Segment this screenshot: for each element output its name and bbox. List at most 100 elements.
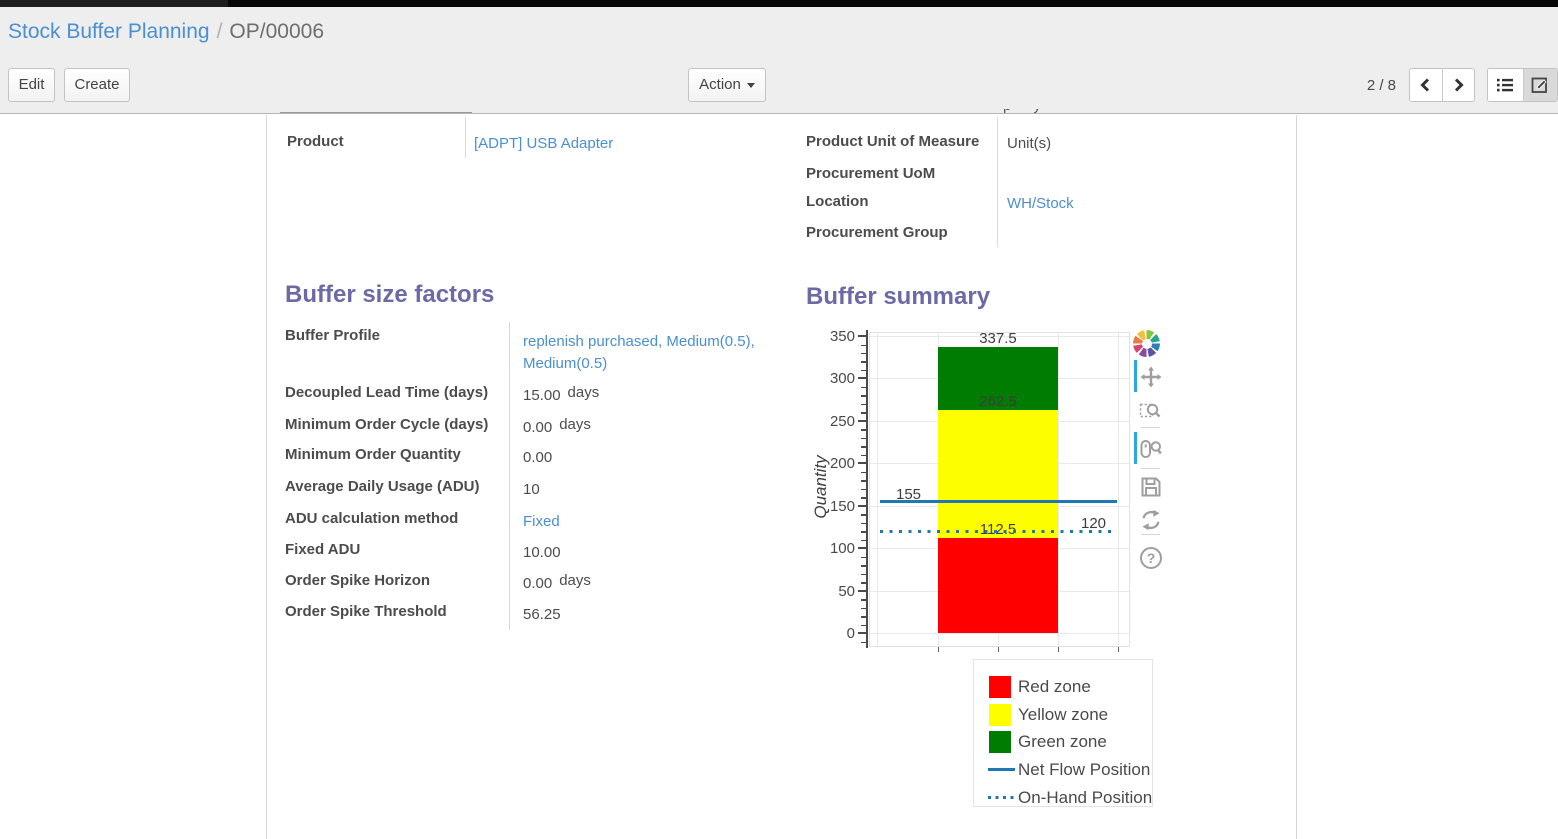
y-major-tick xyxy=(858,462,867,465)
clipped-text-fragment: p y xyxy=(1003,109,1063,114)
breadcrumb-current: OP/00006 xyxy=(229,20,324,43)
control-panel: Stock Buffer Planning / OP/00006 Edit Crea… xyxy=(0,7,1558,114)
action-label: Action xyxy=(699,76,741,93)
pan-tool-icon[interactable] xyxy=(1138,364,1164,390)
legend-line-sample xyxy=(988,768,1015,772)
field-value-buffer-profile[interactable]: replenish purchased, Medium(0.5), Medium… xyxy=(523,333,755,372)
y-minor-tick xyxy=(861,522,867,525)
field-value-location[interactable]: WH/Stock xyxy=(1007,195,1074,212)
y-minor-tick xyxy=(861,471,867,474)
section-title-buffer-summary: Buffer summary xyxy=(806,283,991,310)
legend-item-net-flow-position: Net Flow Position xyxy=(974,759,1152,781)
breadcrumb-parent-link[interactable]: Stock Buffer Planning xyxy=(8,20,210,43)
pager-next-button[interactable] xyxy=(1441,69,1474,101)
plot-frame xyxy=(869,332,1130,647)
field-unit-order-spike-horizon: days xyxy=(559,572,591,589)
y-minor-tick xyxy=(861,565,867,567)
yellow-zone-bar xyxy=(938,410,1058,538)
field-value-minimum-order-quantity: 0.00 xyxy=(523,449,553,466)
y-minor-tick xyxy=(861,641,867,644)
left-group-separator xyxy=(465,117,466,158)
field-value-average-daily-usage-adu-: 10 xyxy=(523,481,540,498)
y-minor-tick xyxy=(861,480,867,482)
right-group-separator xyxy=(997,117,998,247)
y-minor-tick xyxy=(861,386,867,389)
field-label-location: Location xyxy=(806,193,869,210)
red-zone-bar xyxy=(938,537,1058,634)
h-gridline xyxy=(870,633,1129,635)
y-tick-label: 250 xyxy=(829,412,855,430)
zone-boundary-label: 262.5 xyxy=(979,393,1017,411)
field-value-product[interactable]: [ADPT] USB Adapter xyxy=(474,135,614,152)
field-value-adu-calculation-method[interactable]: Fixed xyxy=(523,513,560,530)
field-label-procurement-uom: Procurement UoM xyxy=(806,165,936,182)
green-zone-bar xyxy=(938,346,1058,411)
form-view-icon xyxy=(1531,77,1548,93)
view-switcher xyxy=(1487,68,1558,102)
toolbar-divider xyxy=(1141,427,1160,428)
field-label-buffer-profile: Buffer Profile xyxy=(285,327,381,344)
net-flow-position-line xyxy=(880,500,1117,504)
y-minor-tick xyxy=(861,446,867,448)
pager-previous-button[interactable] xyxy=(1410,69,1442,101)
pan-tool-active-indicator xyxy=(1134,360,1137,392)
field-label-adu-calculation-method: ADU calculation method xyxy=(285,510,459,527)
svg-text:?: ? xyxy=(1147,550,1156,566)
field-value-decoupled-lead-time-days-: 15.00 days xyxy=(523,384,600,404)
chart-legend: Red zone Yellow zone Green zone Net Flow Po… xyxy=(973,659,1153,807)
y-major-tick xyxy=(858,589,867,592)
field-unit-decoupled-lead-time-days-: days xyxy=(567,384,600,401)
y-minor-tick xyxy=(861,429,867,431)
help-tool-icon[interactable]: ? xyxy=(1138,545,1164,571)
box-zoom-tool-icon[interactable] xyxy=(1138,398,1164,424)
y-tick-label: 300 xyxy=(829,370,855,388)
breadcrumb: Stock Buffer Planning / OP/00006 xyxy=(8,20,324,44)
save-tool-icon[interactable] xyxy=(1138,474,1164,500)
chevron-left-icon xyxy=(1420,78,1430,92)
field-label-product-unit-of-measure: Product Unit of Measure xyxy=(806,133,980,150)
on-hand-position-line xyxy=(880,529,1117,533)
edit-button[interactable]: Edit xyxy=(8,68,55,102)
x-tick xyxy=(998,647,999,652)
legend-item-red-zone: Red zone xyxy=(974,676,1152,698)
y-major-tick xyxy=(858,504,867,507)
legend-item-on-hand-position: On-Hand Position xyxy=(974,787,1152,809)
y-minor-tick xyxy=(861,607,867,610)
create-button[interactable]: Create xyxy=(64,68,130,102)
top-menu-bar-segment xyxy=(0,0,228,7)
section-title-buffer-size-factors: Buffer size factors xyxy=(285,281,495,308)
y-minor-tick xyxy=(861,437,867,440)
field-label-minimum-order-quantity: Minimum Order Quantity xyxy=(285,446,461,463)
wheel-zoom-tool-icon[interactable] xyxy=(1138,436,1164,462)
y-minor-tick xyxy=(861,369,867,372)
action-dropdown-button[interactable]: Action xyxy=(688,68,766,102)
legend-label: Net Flow Position xyxy=(1018,760,1151,780)
y-minor-tick xyxy=(861,352,867,355)
field-label-order-spike-threshold: Order Spike Threshold xyxy=(285,603,447,620)
y-major-tick xyxy=(858,377,867,380)
list-view-button[interactable] xyxy=(1488,69,1523,101)
v-gridline xyxy=(877,333,878,646)
bokeh-logo-icon[interactable] xyxy=(1133,330,1160,357)
field-label-decoupled-lead-time-days-: Decoupled Lead Time (days) xyxy=(285,384,489,401)
legend-swatch xyxy=(989,731,1011,754)
legend-label: Green zone xyxy=(1018,732,1107,752)
field-label-product: Product xyxy=(287,133,344,150)
pager-count: 2 / 8 xyxy=(1366,77,1396,94)
y-minor-tick xyxy=(861,514,867,516)
toolbar-divider xyxy=(1141,534,1160,535)
line-label: 155 xyxy=(896,485,922,503)
factors-group-separator xyxy=(509,322,510,630)
y-major-tick xyxy=(858,632,867,635)
field-label-procurement-group: Procurement Group xyxy=(806,224,948,241)
form-view-button[interactable] xyxy=(1522,69,1557,101)
v-gridline xyxy=(1058,333,1059,646)
y-minor-tick xyxy=(861,344,867,346)
chevron-right-icon xyxy=(1455,78,1465,92)
reset-tool-icon[interactable] xyxy=(1138,507,1164,533)
legend-dotted-sample xyxy=(988,795,1015,799)
y-tick-label: 50 xyxy=(838,582,855,600)
field-label-fixed-adu: Fixed ADU xyxy=(285,541,361,558)
wheel-zoom-tool-active-indicator xyxy=(1134,432,1137,464)
y-minor-tick xyxy=(861,599,867,601)
